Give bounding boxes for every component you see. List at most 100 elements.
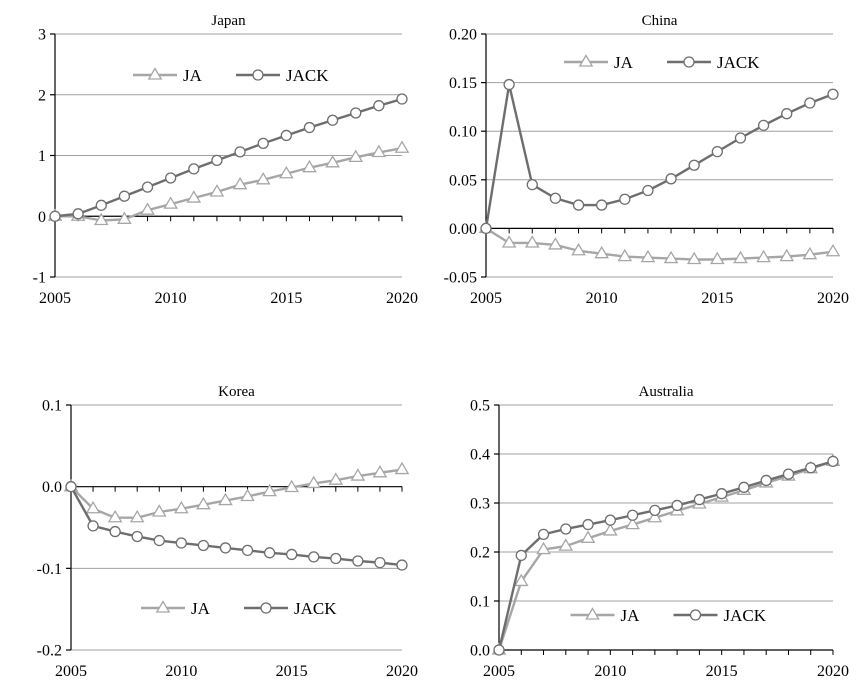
australia-series-jack-point	[782, 468, 795, 480]
australia-y-tick-label: 0.2	[470, 545, 490, 562]
japan-series-jack-point	[326, 114, 339, 126]
korea-title: Korea	[218, 384, 255, 400]
china-x-tick-label: 2015	[701, 290, 733, 307]
japan-series-jack-point	[118, 190, 131, 202]
china-series-jack-point	[781, 108, 793, 120]
korea-series-jack-point	[352, 555, 364, 567]
china-series-ja-point	[779, 248, 795, 262]
china-legend-ja-label: JA	[614, 53, 634, 72]
china-x-tick-label: 2020	[817, 290, 849, 307]
china-series-ja-point	[594, 245, 609, 259]
japan-legend-ja-label: JA	[183, 66, 203, 85]
korea-series-jack-point	[308, 551, 320, 563]
china-series-jack-point	[711, 145, 723, 158]
japan-series-ja-point	[371, 144, 387, 158]
korea-y-tick-label: 0.0	[42, 479, 62, 496]
japan-y-tick-label: 3	[38, 27, 46, 44]
china-series-jack-point	[549, 192, 562, 204]
japan-series-jack-point	[49, 210, 61, 222]
japan-series-ja-point	[348, 149, 364, 163]
china-series-ja-line	[485, 227, 834, 261]
australia-series-ja-point	[647, 509, 663, 523]
china-y-tick-label: 0.10	[449, 124, 477, 141]
china-series-jack-point	[642, 184, 654, 197]
korea-series-ja-point	[394, 461, 410, 475]
china-series-jack-point	[619, 193, 631, 205]
korea-series-jack-point	[153, 534, 165, 547]
japan-series-jack-point	[396, 93, 408, 105]
japan-series-ja-point	[140, 202, 155, 215]
japan-y-tick-label: 0	[38, 209, 46, 226]
china-series-ja-point	[663, 250, 679, 264]
japan-series-jack-point	[165, 172, 177, 184]
china-series-jack-point	[757, 119, 770, 132]
australia-x-tick-label: 2010	[594, 663, 626, 680]
australia-legend-jack-label: JACK	[724, 606, 767, 625]
china-y-tick-label: -0.05	[444, 270, 477, 287]
china-x-tick-label: 2010	[586, 290, 618, 307]
china-legend-ja-marker	[578, 54, 594, 67]
japan-y-tick-label: -1	[33, 270, 46, 287]
china-series-ja-point	[710, 251, 725, 265]
china-series-jack-point	[734, 132, 747, 144]
australia-series-jack-point	[537, 528, 550, 541]
australia-series-ja-point	[558, 538, 574, 551]
china-title: China	[642, 13, 678, 29]
china-legend-jack-marker	[683, 56, 695, 68]
japan-series-ja-line	[55, 147, 403, 222]
japan-series-ja-point	[255, 172, 271, 185]
china-series-jack-point	[804, 97, 816, 109]
korea-series-jack-point	[396, 559, 408, 571]
japan-series-ja-point	[93, 212, 109, 226]
japan-legend-jack-label: JACK	[286, 66, 329, 85]
australia-series-jack-point	[560, 523, 572, 535]
australia-x-tick-label: 2005	[483, 663, 515, 680]
australia-series-ja-point	[625, 516, 640, 530]
australia-legend-ja-label: JA	[621, 606, 641, 625]
panel-china: -0.05 0.00 0.05 0.10 0.15 0.20 2005 2010 2015 202…	[444, 13, 849, 307]
australia-legend-ja-marker	[585, 607, 600, 620]
korea-series-jack-point	[374, 556, 386, 569]
china-series-jack-point	[596, 199, 608, 211]
japan-series-ja-point	[209, 184, 225, 197]
panel-japan: -1 0 1 2 3 2005 2010 2015 2020 Japan JA JACK	[33, 13, 418, 307]
japan-legend: JA JACK	[133, 66, 329, 85]
australia-series-jack-point	[604, 514, 616, 526]
australia-series-jack-point	[626, 509, 639, 521]
australia-y-tick-label: 0.0	[470, 643, 490, 660]
korea-y-tick-label: -0.1	[37, 561, 62, 578]
japan-series-jack-point	[141, 181, 154, 193]
australia-series-jack-point	[827, 455, 839, 468]
korea-series-ja-point	[284, 479, 299, 493]
japan-series-jack-point	[373, 100, 385, 112]
australia-series-jack-point	[805, 462, 817, 474]
japan-series-jack-point	[303, 121, 316, 134]
japan-x-tick-label: 2015	[270, 290, 302, 307]
australia-series-ja-point	[580, 530, 596, 543]
korea-series-jack-point	[286, 548, 298, 561]
australia-series-ja-point	[603, 523, 618, 536]
japan-x-tick-label: 2005	[39, 290, 71, 307]
korea-series-jack-point	[109, 525, 121, 538]
korea-series-jack-point	[175, 537, 187, 549]
korea-series-ja-point	[196, 496, 211, 510]
japan-series-jack-point	[257, 137, 269, 150]
korea-series-jack-point	[65, 481, 77, 493]
korea-x-tick-label: 2015	[276, 663, 308, 680]
australia-y-tick-label: 0.4	[470, 447, 490, 464]
korea-legend: JA JACK	[141, 599, 337, 618]
china-series-jack-point	[503, 78, 515, 91]
korea-x-tick-label: 2010	[165, 663, 197, 680]
china-y-tick-label: 0.05	[449, 172, 477, 189]
japan-series-ja-point	[394, 140, 410, 153]
korea-x-tick-label: 2020	[386, 663, 418, 680]
korea-series-ja-point	[306, 475, 322, 489]
australia-legend: JA JACK	[570, 606, 767, 625]
china-series-jack-line	[484, 83, 834, 229]
korea-series-ja-point	[372, 464, 388, 478]
korea-x-tick-label: 2005	[55, 663, 87, 680]
china-series-ja-point	[686, 251, 702, 265]
australia-series-ja-line	[497, 460, 834, 651]
